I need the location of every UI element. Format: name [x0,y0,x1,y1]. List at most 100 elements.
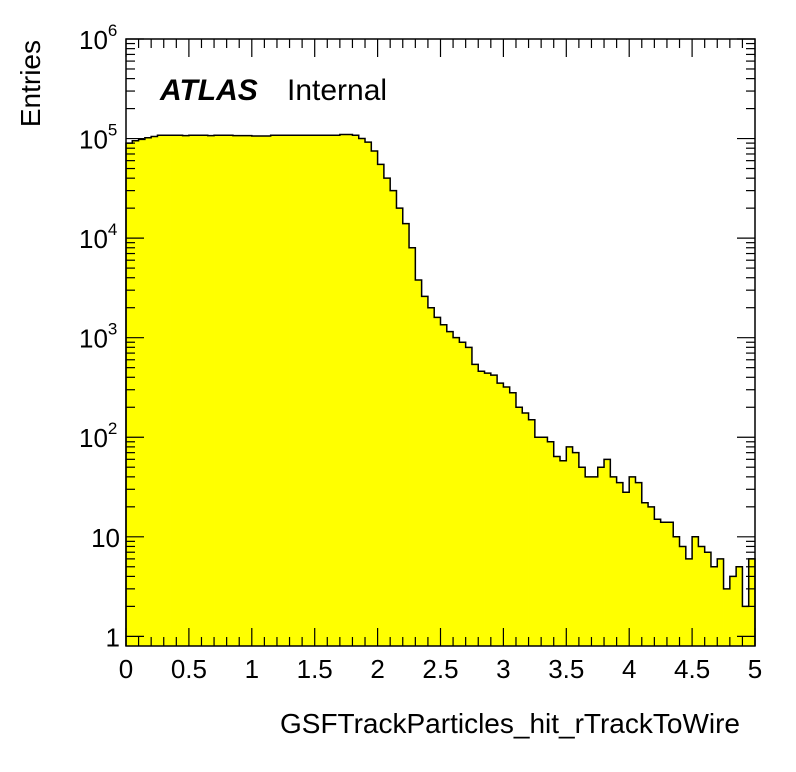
histogram-bin [622,492,630,646]
histogram-bin [232,135,240,646]
histogram-bins [126,134,756,647]
histogram-bin [377,164,385,646]
x-tick-labels: 0 0.5 1 1.5 2 2.5 3 3.5 4 4.5 5 [119,654,762,684]
histogram-bin [396,208,404,646]
histogram-bin [666,522,674,646]
y-tick-label: 105 [79,121,117,155]
histogram-bin [126,143,133,646]
histogram-bin [673,536,680,646]
histogram-bin [283,135,290,646]
histogram-bin [346,134,353,646]
histogram-bin [654,519,662,646]
histogram-bin [497,383,504,646]
histogram-bin [648,506,655,646]
histogram-bin [327,135,334,646]
y-tick-label: 103 [79,320,117,354]
histogram-bin [239,135,246,646]
histogram-bin [478,371,485,646]
histogram-bin [446,331,454,646]
histogram-bin [358,138,366,646]
histogram-bin [320,135,328,646]
histogram-bin [163,135,171,646]
histogram-bin [201,135,209,646]
histogram-bin [182,135,190,646]
histogram-bin [717,558,724,646]
histogram-bin [415,279,423,646]
histogram-bin [578,467,586,646]
histogram-bin [591,476,599,646]
y-tick-label: 102 [79,419,117,453]
histogram-bin [295,135,303,646]
histogram-bin [465,347,473,646]
y-tick-label: 106 [79,21,117,55]
histogram-bin [685,558,693,646]
histogram-bin [258,136,265,646]
x-tick-label: 1.5 [297,654,333,684]
histogram-bin [553,456,561,646]
histogram-bin [541,437,548,646]
histogram-bin [641,502,649,646]
histogram-bin [736,566,743,646]
histogram-bin [528,419,536,646]
histogram-bin [339,134,347,646]
histogram-bin [515,407,523,646]
histogram-bin [270,135,278,646]
histogram-bin [710,566,718,646]
histogram-bin [144,137,152,647]
histogram-bin [547,441,555,646]
x-tick-label: 4 [622,654,636,684]
histogram-bin [138,139,146,647]
histogram-bin [427,307,435,646]
histogram-bin [289,135,297,646]
histogram-bin [383,178,391,646]
histogram-bin [264,136,272,646]
histogram-bin [660,522,668,646]
histogram-bin [308,135,316,646]
histogram-outline [125,133,756,646]
histogram-bin [195,135,202,646]
y-axis-title: Entries [15,40,46,127]
histogram-bin [132,140,139,647]
plot-frame [125,38,756,647]
y-tick-label: 1 [106,622,120,652]
histogram-bin [610,476,618,646]
histogram-bin [409,247,416,646]
histogram-bin [490,375,498,646]
histogram-bin [560,460,567,646]
x-tick-label: 0 [119,654,133,684]
histogram-bin [314,135,322,646]
histogram-bin [503,386,511,646]
histogram-bin [723,588,731,646]
histogram-bin [188,135,196,646]
histogram-bin [597,467,605,646]
x-tick-label: 2 [370,654,384,684]
histogram-bin [572,452,580,646]
histogram-bin [207,135,215,646]
histogram-bin [635,482,643,646]
histogram-bin [629,476,636,646]
histogram-bin [245,135,253,646]
histogram-bin [276,135,284,646]
histogram-bin [251,136,259,646]
x-tick-label: 1 [245,654,259,684]
histogram-bin [333,135,341,646]
histogram-bin [371,150,378,646]
histogram-bin [365,142,372,646]
histogram-bin [704,552,712,646]
x-tick-label: 3.5 [548,654,584,684]
histogram-bin [434,317,441,646]
histogram-bin [604,459,611,646]
x-tick-label: 2.5 [422,654,458,684]
x-tick-label: 4.5 [674,654,710,684]
histogram-bin [440,324,448,646]
atlas-label: ATLAS [159,74,258,107]
histogram-bin [453,337,460,646]
histogram-bin [176,135,184,646]
histogram-bin [352,135,360,646]
histogram-bin [151,136,158,647]
x-tick-label: 3 [496,654,510,684]
histogram-bin [226,135,234,646]
histogram-bin [522,413,529,646]
histogram-bin [616,482,624,646]
